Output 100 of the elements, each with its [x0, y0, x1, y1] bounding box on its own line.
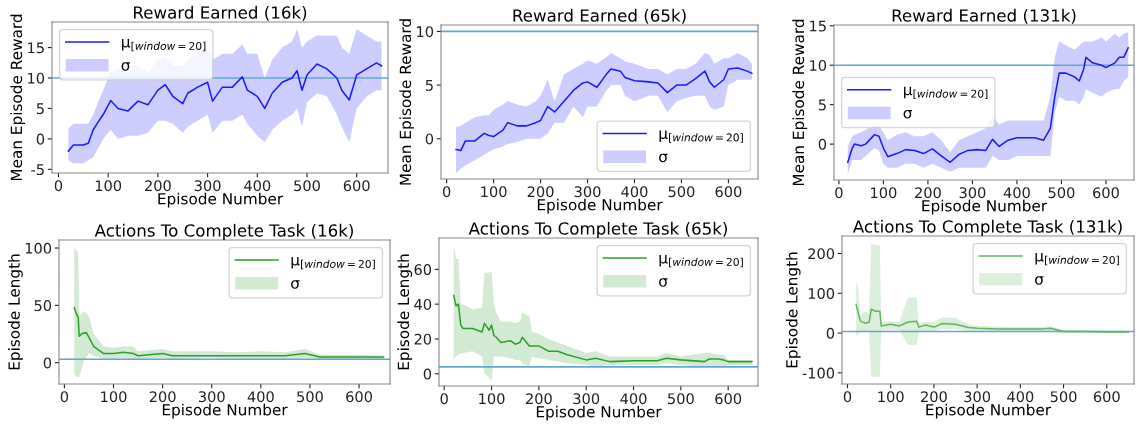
annotation: σ: [903, 109, 912, 119]
y-tick-label: 5: [818, 99, 826, 111]
x-tick-label: 200: [149, 391, 176, 403]
legend-label: μ$_{[window=20]}$: [659, 254, 743, 268]
annotation: σ: [659, 153, 668, 163]
x-tick-label: 500: [297, 391, 323, 403]
x-tick-label: 100: [481, 186, 507, 198]
x-tick-label: 400: [621, 186, 648, 198]
x-tick-label: 600: [343, 180, 370, 192]
y-tick-label: 5: [425, 80, 433, 91]
x-tick-label: 300: [574, 186, 601, 198]
x-tick-label: 300: [194, 180, 221, 192]
legend-label: μ$_{[window=20]}$: [904, 86, 988, 99]
x-tick-label: 300: [964, 391, 991, 403]
annotation: σ: [659, 278, 668, 287]
x-tick-label: 0: [835, 187, 843, 199]
x-tick-label: 300: [198, 391, 225, 403]
y-tick-label: -100: [802, 367, 835, 379]
x-tick-label: 0: [442, 186, 451, 198]
x-tick-label: 500: [1050, 391, 1077, 403]
x-tick-label: 0: [440, 393, 448, 405]
y-axis-title: Mean Episode Reward: [399, 19, 415, 185]
line-series: [855, 303, 1130, 333]
x-tick-label: 100: [95, 180, 122, 192]
x-tick-label: 300: [573, 393, 600, 405]
y-tick-label: 50: [34, 300, 52, 312]
legend-label: μ$_{[window=20]}$: [659, 130, 743, 143]
y-tick-label: 15: [28, 42, 44, 54]
annotation: σ: [291, 280, 300, 289]
x-tick-label: 500: [668, 393, 694, 405]
y-tick-label: 100: [25, 242, 52, 254]
x-tick-label: 0: [60, 391, 69, 403]
x-tick-label: 300: [959, 187, 986, 199]
x-tick-label: 200: [915, 187, 941, 199]
x-tick-label: 500: [668, 186, 695, 198]
y-tick-label: 40: [414, 298, 432, 310]
y-tick-label: 200: [808, 248, 835, 260]
legend-label: μ$_{[window=20]}$: [122, 38, 206, 52]
y-tick-label: 10: [417, 26, 434, 38]
x-axis-title: Episode Number: [536, 405, 662, 421]
x-tick-label: 600: [715, 393, 742, 405]
y-tick-label: -5: [31, 164, 44, 176]
x-tick-label: 600: [346, 391, 373, 403]
y-tick-label: 0: [818, 138, 827, 150]
x-tick-label: 600: [715, 186, 742, 198]
y-tick-label: 10: [28, 72, 45, 84]
y-axis-title: Episode Length: [785, 252, 801, 368]
line-series: [73, 306, 385, 358]
x-tick-label: 400: [1007, 391, 1034, 403]
y-tick-label: 60: [414, 264, 432, 276]
chart-title: Actions To Complete Task (16k): [94, 223, 353, 240]
y-tick-label: 10: [810, 59, 827, 71]
x-tick-label: 0: [54, 180, 63, 192]
x-tick-label: 400: [1003, 187, 1030, 199]
y-axis-title: Episode Length: [8, 254, 23, 370]
line-series: [847, 47, 1129, 164]
line-series: [67, 62, 383, 152]
chart-title: Reward Earned (65k): [513, 8, 686, 24]
x-tick-label: 200: [526, 393, 552, 405]
x-axis-title: Episode Number: [537, 198, 663, 214]
y-tick-label: 0: [826, 327, 835, 339]
x-tick-label: 200: [921, 391, 947, 403]
line-series: [452, 294, 753, 363]
x-tick-label: 100: [871, 187, 897, 199]
annotation: σ: [121, 62, 130, 71]
x-axis-title: Episode Number: [158, 192, 284, 208]
y-tick-label: 0: [43, 357, 52, 369]
legend-label: μ$_{[window=20]}$: [291, 256, 375, 270]
y-tick-label: 0: [423, 368, 432, 380]
x-tick-label: 200: [527, 186, 554, 198]
x-axis-title: Episode Number: [922, 199, 1048, 215]
x-tick-label: 0: [843, 391, 852, 403]
x-tick-label: 400: [247, 391, 274, 403]
x-tick-label: 100: [479, 393, 505, 405]
x-tick-label: 400: [244, 180, 271, 192]
x-tick-label: 600: [1093, 187, 1119, 199]
chart-title: Reward Earned (131k): [892, 8, 1076, 24]
x-axis-title: Episode Number: [926, 403, 1052, 419]
chart-title: Actions To Complete Task (131k): [852, 219, 1122, 236]
chart-title: Reward Earned (16k): [134, 5, 307, 21]
x-tick-label: 500: [1048, 187, 1075, 199]
y-tick-label: 100: [808, 288, 835, 300]
x-tick-label: 400: [620, 393, 647, 405]
y-axis-title: Episode Length: [397, 254, 413, 370]
x-tick-label: 500: [294, 180, 320, 192]
annotation: σ: [1035, 276, 1044, 285]
y-tick-label: 5: [36, 103, 44, 115]
legend-label: μ$_{[window=20]}$: [1035, 252, 1119, 266]
y-axis-title: Mean Episode Reward: [792, 19, 808, 186]
y-tick-label: 0: [36, 133, 45, 145]
line-series: [455, 67, 753, 152]
x-tick-label: 200: [145, 180, 171, 192]
x-tick-label: 600: [1093, 391, 1120, 403]
y-tick-label: 0: [425, 133, 434, 145]
y-tick-label: 15: [810, 20, 826, 32]
y-axis-title: Mean Episode Reward: [10, 14, 26, 181]
x-tick-label: 100: [101, 391, 127, 403]
y-tick-label: 20: [414, 333, 432, 345]
x-tick-label: 100: [878, 391, 904, 403]
x-axis-title: Episode Number: [162, 403, 288, 419]
